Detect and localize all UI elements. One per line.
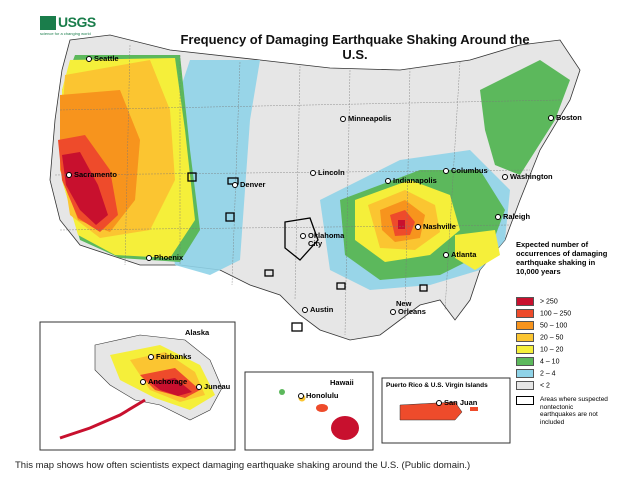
legend-swatch xyxy=(516,309,534,318)
legend-swatch xyxy=(516,333,534,342)
legend-label: < 2 xyxy=(540,382,550,390)
city-boston: Boston xyxy=(548,113,582,122)
puerto-rico-island xyxy=(399,401,463,421)
city-indianapolis: Indianapolis xyxy=(385,176,437,185)
legend-swatch xyxy=(516,369,534,378)
legend-item: 10 – 20 xyxy=(516,345,563,355)
hawaii-island-big xyxy=(331,416,359,440)
zone-4-10-northeast xyxy=(480,60,570,175)
city-san-juan: San Juan xyxy=(436,398,477,407)
legend-title: Expected number of occurrences of damagi… xyxy=(516,240,608,276)
city-juneau: Juneau xyxy=(196,382,230,391)
hawaii-island-maui xyxy=(316,404,328,412)
city-atlanta: Atlanta xyxy=(443,250,476,259)
legend-swatch xyxy=(516,357,534,366)
legend-label: 10 – 20 xyxy=(540,346,564,354)
city-washington: Washington xyxy=(502,172,553,181)
legend-label: 100 – 250 xyxy=(540,310,572,318)
legend-item: 50 – 100 xyxy=(516,321,567,331)
legend-swatch xyxy=(516,345,534,354)
city-fairbanks: Fairbanks xyxy=(148,352,191,361)
hawaii-inset-title: Hawaii xyxy=(330,378,354,387)
usgs-logo-tagline: science for a changing world xyxy=(40,31,91,36)
map-title: Frequency of Damaging Earthquake Shaking… xyxy=(180,32,530,62)
city-oklahoma-city: Oklahoma City xyxy=(300,232,344,248)
city-anchorage: Anchorage xyxy=(140,377,187,386)
legend-label: 4 – 10 xyxy=(540,358,560,366)
zone-over-250-newmadrid xyxy=(398,220,405,229)
legend-item: 100 – 250 xyxy=(516,309,571,319)
legend-item: 20 – 50 xyxy=(516,333,563,343)
city-sacramento: Sacramento xyxy=(66,170,117,179)
city-raleigh: Raleigh xyxy=(495,212,530,221)
alaska-hazard-darkred xyxy=(150,378,192,396)
legend-swatch xyxy=(516,297,534,306)
legend-label: > 250 xyxy=(540,298,558,306)
city-new-orleans: New Orleans xyxy=(390,300,426,316)
legend-swatch xyxy=(516,321,534,330)
city-seattle: Seattle xyxy=(86,54,119,63)
alaska-inset-title: Alaska xyxy=(185,328,210,337)
legend-nontectonic-swatch xyxy=(516,396,534,405)
city-minneapolis: Minneapolis xyxy=(340,114,391,123)
legend-item: < 2 xyxy=(516,381,550,391)
legend-label: 50 – 100 xyxy=(540,322,568,330)
legend-swatch xyxy=(516,381,534,390)
city-columbus: Columbus xyxy=(443,166,488,175)
legend-item: > 250 xyxy=(516,297,558,307)
city-austin: Austin xyxy=(302,305,333,314)
legend-label: 2 – 4 xyxy=(540,370,556,378)
aleutian-islands xyxy=(59,398,146,440)
virgin-islands xyxy=(470,407,478,411)
hawaii-inset-frame xyxy=(244,371,374,451)
puerto-rico-inset-title: Puerto Rico & U.S. Virgin Islands xyxy=(386,382,488,389)
city-honolulu: Honolulu xyxy=(298,391,339,400)
city-phoenix: Phoenix xyxy=(146,253,183,262)
city-lincoln: Lincoln xyxy=(310,168,345,177)
legend-label: 20 – 50 xyxy=(540,334,564,342)
city-denver: Denver xyxy=(232,180,265,189)
legend-item: 2 – 4 xyxy=(516,369,556,379)
city-nashville: Nashville xyxy=(415,222,456,231)
usgs-logo: USGS science for a changing world xyxy=(40,14,100,36)
hawaii-island-kauai xyxy=(279,389,285,395)
legend-item: 4 – 10 xyxy=(516,357,559,367)
usgs-logo-mark xyxy=(40,16,56,30)
usgs-logo-text: USGS xyxy=(58,14,96,30)
zone-over-250-california xyxy=(62,152,108,225)
zone-10-20-southeast xyxy=(455,230,500,270)
caption: This map shows how often scientists expe… xyxy=(15,460,471,471)
